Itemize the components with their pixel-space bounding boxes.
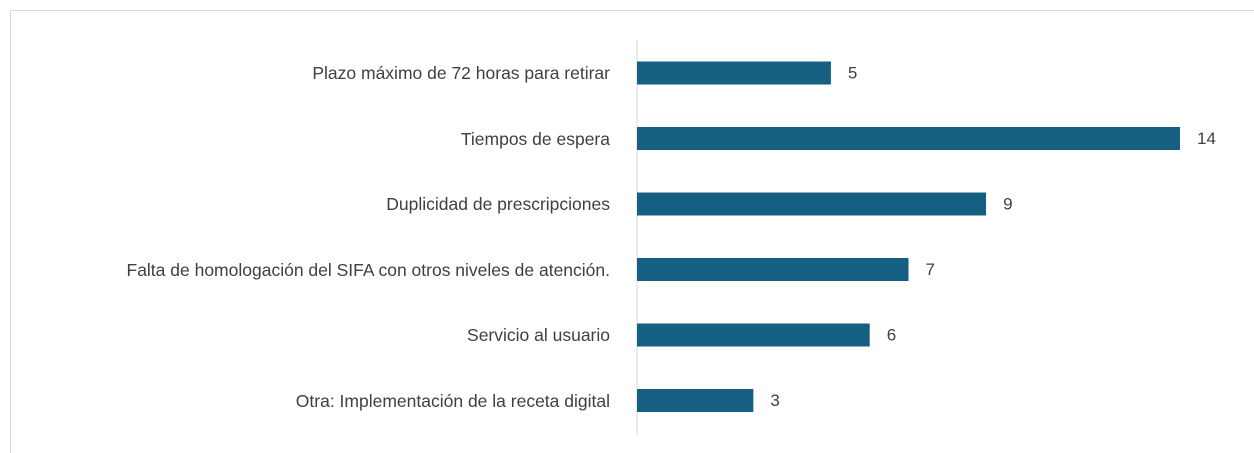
value-label: 14: [1197, 129, 1216, 148]
category-label: Tiempos de espera: [460, 128, 610, 149]
bar: [637, 389, 754, 412]
bar: [637, 127, 1180, 150]
category-label: Duplicidad de prescripciones: [386, 194, 610, 214]
bar: [637, 258, 909, 281]
category-label: Falta de homologación del SIFA con otros…: [126, 259, 611, 280]
chart-border: [10, 10, 1254, 453]
value-label: 9: [1003, 194, 1012, 213]
bar: [637, 192, 987, 216]
value-label: 7: [926, 260, 935, 279]
value-label: 5: [848, 63, 857, 82]
value-label: 3: [770, 391, 779, 410]
value-label: 6: [887, 325, 896, 344]
category-label: Plazo máximo de 72 horas para retirar: [312, 63, 610, 83]
bar: [637, 61, 831, 85]
category-label: Servicio al usuario: [467, 325, 610, 345]
bar: [637, 323, 870, 347]
category-label: Otra: Implementación de la receta digita…: [295, 390, 610, 411]
